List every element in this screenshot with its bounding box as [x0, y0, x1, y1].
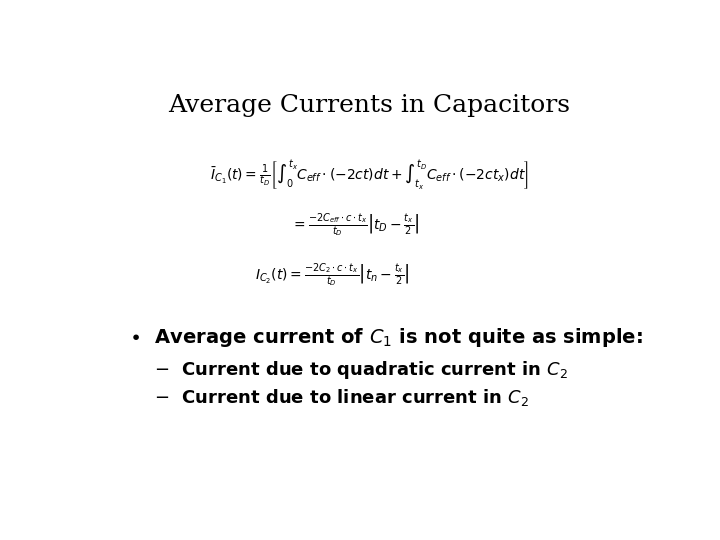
Text: Average Currents in Capacitors: Average Currents in Capacitors [168, 94, 570, 117]
Text: $\bar{I}_{C_1}(t) = \frac{1}{t_{D}}\left[\int_0^{t_x} C_{eff} \cdot (-2ct)dt + \: $\bar{I}_{C_1}(t) = \frac{1}{t_{D}}\left… [210, 158, 528, 192]
Text: $I_{C_2}(t) = \frac{-2C_2 \cdot c \cdot t_x}{t_{D}}\left|t_{n} - \frac{t_x}{2}\r: $I_{C_2}(t) = \frac{-2C_2 \cdot c \cdot … [256, 261, 410, 288]
Text: $-$  Current due to linear current in $C_2$: $-$ Current due to linear current in $C_… [154, 387, 529, 408]
Text: $-$  Current due to quadratic current in $C_2$: $-$ Current due to quadratic current in … [154, 360, 568, 381]
Text: $\bullet$  Average current of $C_1$ is not quite as simple:: $\bullet$ Average current of $C_1$ is no… [129, 326, 643, 349]
Text: $= \frac{-2C_{eff} \cdot c \cdot t_x}{t_{D}}\left|t_{D} - \frac{t_x}{2}\right|$: $= \frac{-2C_{eff} \cdot c \cdot t_x}{t_… [291, 211, 419, 239]
